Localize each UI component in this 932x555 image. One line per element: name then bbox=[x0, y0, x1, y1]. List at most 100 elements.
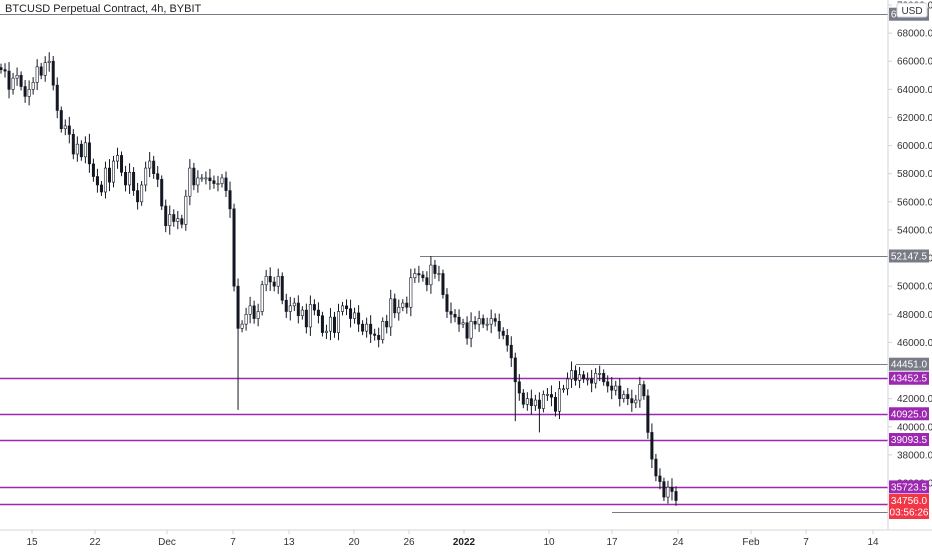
candle bbox=[252, 300, 256, 324]
candle-body bbox=[598, 373, 602, 375]
candle-body bbox=[316, 309, 320, 317]
candle bbox=[224, 171, 228, 198]
candle-body bbox=[248, 305, 252, 315]
candle bbox=[505, 328, 509, 352]
candle-body bbox=[276, 276, 280, 287]
chart-title: BTCUSD Perpetual Contract, 4h, BYBIT bbox=[5, 3, 202, 15]
candle-body bbox=[204, 177, 208, 180]
candle-body bbox=[674, 491, 678, 501]
candle-body bbox=[200, 177, 204, 180]
candle-body bbox=[594, 373, 598, 384]
candle-body bbox=[437, 273, 441, 275]
candle-body bbox=[132, 172, 136, 191]
candle bbox=[373, 328, 377, 341]
price-badges-layer: 69345.552147.544451.043452.540925.039093… bbox=[889, 7, 929, 520]
candle-body bbox=[336, 311, 340, 333]
candle-body bbox=[405, 302, 409, 308]
candle bbox=[23, 80, 27, 103]
candle-body bbox=[533, 399, 537, 406]
candle bbox=[244, 307, 248, 331]
candle bbox=[437, 265, 441, 282]
candle bbox=[501, 327, 505, 340]
candle-body bbox=[112, 160, 116, 183]
price-badge-bg bbox=[889, 249, 929, 263]
candle-body bbox=[545, 394, 549, 396]
candle-body bbox=[99, 184, 103, 193]
candle-body bbox=[473, 321, 477, 325]
candle bbox=[95, 168, 99, 193]
candle-body bbox=[578, 374, 582, 381]
candle bbox=[144, 161, 148, 192]
candle bbox=[284, 293, 288, 318]
candle-body bbox=[646, 395, 650, 433]
candle-body bbox=[107, 167, 111, 183]
candle bbox=[545, 387, 549, 401]
candle bbox=[312, 299, 316, 316]
current-price-bg bbox=[889, 494, 929, 520]
candle-body bbox=[75, 143, 79, 155]
price-badge-label: 40925.0 bbox=[891, 409, 928, 420]
candle-body bbox=[128, 172, 132, 186]
candle bbox=[457, 309, 461, 332]
candle bbox=[324, 324, 328, 340]
candle-body bbox=[232, 208, 236, 287]
candle bbox=[533, 394, 537, 411]
candle-body bbox=[264, 276, 268, 286]
candle bbox=[397, 299, 401, 321]
candle bbox=[393, 293, 397, 319]
candle-body bbox=[489, 318, 493, 325]
price-badge-bg bbox=[889, 371, 929, 385]
price-badge-label: 43452.5 bbox=[891, 374, 928, 385]
candle bbox=[353, 307, 357, 324]
candle bbox=[228, 181, 232, 218]
candle-body bbox=[638, 384, 642, 401]
candle-body bbox=[557, 388, 561, 412]
candle-body bbox=[19, 74, 23, 87]
price-tick-label: 54000.0 bbox=[897, 225, 932, 236]
candle bbox=[79, 140, 83, 161]
candle-body bbox=[481, 318, 485, 325]
candle-body bbox=[642, 384, 646, 397]
price-badge-level: 39093.5 bbox=[889, 433, 929, 447]
candle-body bbox=[188, 167, 192, 197]
candle-body bbox=[120, 155, 124, 173]
candle-body bbox=[59, 110, 63, 130]
candle-body bbox=[421, 274, 425, 279]
candle bbox=[47, 52, 51, 72]
price-badge-bg bbox=[889, 407, 929, 421]
candle bbox=[15, 67, 19, 86]
candle bbox=[658, 468, 662, 490]
candle-body bbox=[83, 142, 87, 158]
candle-body bbox=[43, 62, 47, 76]
candle bbox=[268, 267, 272, 291]
candle-body bbox=[160, 179, 164, 207]
candle bbox=[55, 77, 59, 119]
price-tick-label: 58000.0 bbox=[897, 169, 932, 180]
time-axis[interactable]: 15 22 Dec 7 13 20 26 2022 10 17 24 Feb 7 14 bbox=[26, 530, 879, 548]
candle-body bbox=[630, 398, 634, 404]
candle-body bbox=[0, 67, 3, 70]
candle bbox=[188, 159, 192, 206]
candle bbox=[128, 163, 132, 194]
candle-body bbox=[497, 321, 501, 332]
price-tick-label: 50000.0 bbox=[897, 282, 932, 293]
candle bbox=[67, 116, 71, 144]
candle bbox=[561, 384, 565, 393]
candle bbox=[622, 390, 626, 403]
candle bbox=[449, 302, 453, 324]
price-badge-bg bbox=[889, 433, 929, 447]
candle bbox=[63, 119, 67, 136]
candle-body bbox=[312, 304, 316, 311]
candle bbox=[369, 315, 373, 343]
candle bbox=[590, 369, 594, 393]
price-tick-label: 38000.0 bbox=[897, 450, 932, 461]
candle bbox=[51, 56, 55, 91]
candle-body bbox=[236, 285, 240, 329]
currency-button[interactable]: USD bbox=[896, 2, 928, 18]
candle bbox=[361, 320, 365, 336]
candle-body bbox=[566, 378, 570, 390]
candle-body bbox=[614, 385, 618, 391]
price-tick-label: 40000.0 bbox=[897, 422, 932, 433]
